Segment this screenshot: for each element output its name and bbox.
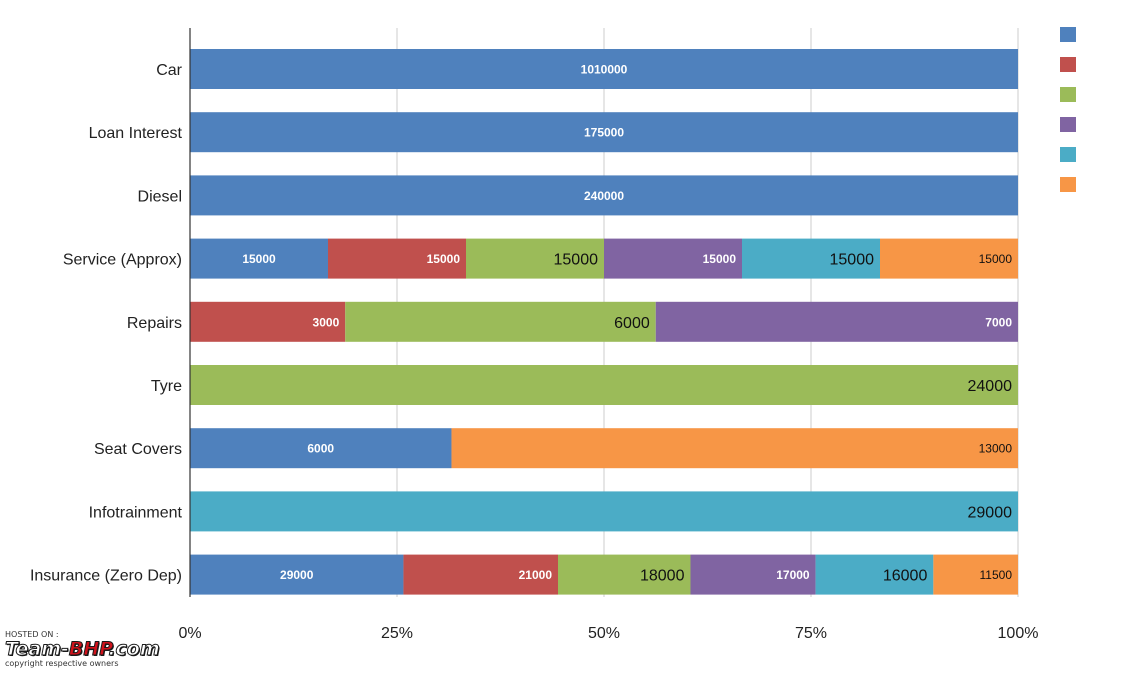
- category-label: Insurance (Zero Dep): [30, 568, 182, 585]
- legend-swatch: [1060, 117, 1076, 132]
- bar-segment: [190, 554, 404, 595]
- category-label: Diesel: [138, 188, 182, 205]
- bar-segment: [190, 112, 1018, 153]
- x-tick-label: 100%: [998, 625, 1039, 642]
- watermark-brand-mid: BHP: [68, 638, 109, 660]
- data-label: 240000: [584, 189, 624, 203]
- watermark-brand: Team-BHP.com: [5, 638, 195, 660]
- data-label: 6000: [614, 315, 650, 332]
- bar-segment: [690, 554, 816, 595]
- bar-segment: [815, 554, 934, 595]
- bar-segment: [190, 491, 1018, 532]
- legend-swatch: [1060, 27, 1076, 42]
- watermark-logo: HOSTED ON : Team-BHP.com copyright respe…: [5, 630, 195, 668]
- bar-segment: [466, 238, 604, 279]
- bar-segment: [403, 554, 558, 595]
- data-label: 16000: [883, 568, 928, 585]
- legend-swatch: [1060, 147, 1076, 162]
- category-label: Repairs: [127, 315, 182, 332]
- bar-segment: [190, 238, 328, 279]
- bar-segment: [190, 301, 346, 342]
- data-label: 15000: [242, 252, 276, 266]
- data-label: 15000: [979, 252, 1013, 266]
- category-label: Car: [156, 62, 182, 79]
- data-label: 6000: [307, 442, 334, 456]
- bar-segment: [655, 301, 1018, 342]
- data-label: 7000: [985, 315, 1012, 329]
- legend-swatch: [1060, 57, 1076, 72]
- legend-swatch: [1060, 177, 1076, 192]
- x-tick-label: 75%: [795, 625, 827, 642]
- x-tick-label: 0%: [178, 625, 201, 642]
- category-label: Tyre: [151, 378, 182, 395]
- data-label: 3000: [313, 315, 340, 329]
- watermark-hosted-on: HOSTED ON :: [5, 630, 59, 639]
- bar-segment: [345, 301, 656, 342]
- data-label: 18000: [640, 568, 685, 585]
- watermark-brand-left: Team-: [5, 638, 70, 660]
- data-label: 15000: [554, 252, 599, 269]
- category-label: Service (Approx): [63, 252, 182, 269]
- data-label: 15000: [830, 252, 875, 269]
- bar-segment: [190, 49, 1018, 89]
- bar-segment: [190, 365, 1018, 405]
- x-tick-label: 25%: [381, 625, 413, 642]
- bar-segment: [880, 238, 1018, 279]
- legend-swatch: [1060, 87, 1076, 102]
- data-labels: 1010000 175000 240000 15000 15000 15000 15000 1…: [242, 63, 1012, 585]
- data-label: 29000: [280, 568, 314, 582]
- axes: 0% 25% 50% 75% 100% Car Loan Interest Diesel Ser…: [30, 28, 1039, 642]
- bar-segment: [328, 238, 466, 279]
- bar-segment: [558, 554, 691, 595]
- data-label: 15000: [703, 252, 737, 266]
- bar-segment: [742, 238, 880, 279]
- data-label: 15000: [427, 252, 461, 266]
- bar-segment: [451, 428, 1018, 469]
- bars: [190, 49, 1018, 595]
- category-label: Seat Covers: [94, 441, 182, 458]
- data-label: 13000: [979, 442, 1013, 456]
- bar-segment: [933, 554, 1018, 595]
- watermark-copyright: copyright respective owners: [5, 659, 119, 668]
- data-label: 175000: [584, 126, 624, 140]
- data-label: 29000: [968, 504, 1013, 521]
- data-label: 11500: [980, 568, 1013, 582]
- bar-segment: [190, 175, 1018, 216]
- category-label: Loan Interest: [89, 125, 183, 142]
- bar-segment: [190, 428, 452, 469]
- watermark-brand-right: .com: [108, 638, 160, 660]
- data-label: 1010000: [581, 63, 628, 77]
- data-label: 24000: [968, 378, 1013, 395]
- data-label: 17000: [776, 568, 810, 582]
- x-tick-label: 50%: [588, 625, 620, 642]
- legend: [1060, 27, 1076, 192]
- bar-segment: [604, 238, 742, 279]
- data-label: 21000: [519, 568, 553, 582]
- category-label: Infotrainment: [89, 504, 183, 521]
